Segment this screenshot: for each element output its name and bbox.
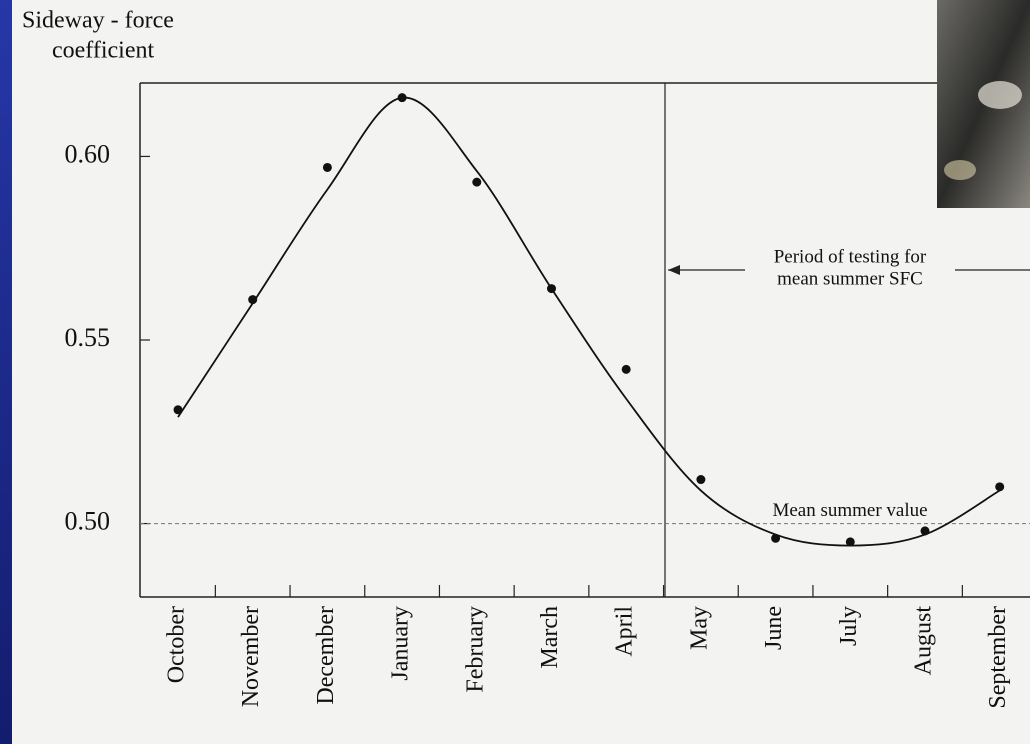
- x-tick-label: June: [761, 606, 787, 650]
- x-tick-label: April: [612, 606, 638, 657]
- photo-highlight: [978, 81, 1022, 109]
- data-point: [995, 482, 1004, 491]
- x-tick-label: February: [462, 606, 488, 693]
- x-tick-label: November: [238, 606, 264, 707]
- data-point: [921, 526, 930, 535]
- x-tick-label: October: [164, 606, 190, 683]
- chart: 0.50 0.55 0.60 Mean summer value Period of t…: [0, 0, 1030, 744]
- data-point: [846, 537, 855, 546]
- data-point: [547, 284, 556, 293]
- data-point: [248, 295, 257, 304]
- reference-label: Mean summer value: [772, 500, 927, 521]
- period-annotation: Period of testing for: [774, 246, 927, 267]
- data-point: [622, 365, 631, 374]
- x-tick-label: September: [985, 606, 1011, 709]
- x-tick-label: August: [911, 606, 937, 676]
- y-axis-label: Sideway - force: [22, 8, 174, 34]
- photo-highlight: [944, 160, 976, 180]
- y-tick-label: 0.50: [65, 507, 111, 536]
- x-tick-label: July: [836, 606, 862, 646]
- x-tick-label: March: [537, 606, 563, 669]
- period-annotation: mean summer SFC: [777, 268, 923, 289]
- y-tick-label: 0.55: [65, 323, 111, 352]
- data-point: [696, 475, 705, 484]
- page: {"chart_data": {"type": "line", "ylabel_…: [0, 0, 1030, 744]
- data-point: [174, 405, 183, 414]
- x-tick-label: May: [686, 606, 712, 650]
- x-tick-label: December: [313, 606, 339, 705]
- data-point: [472, 178, 481, 187]
- y-axis-label: coefficient: [52, 38, 154, 64]
- y-tick-label: 0.60: [65, 139, 111, 168]
- data-point: [323, 163, 332, 172]
- x-tick-label: January: [388, 606, 414, 681]
- data-point: [398, 93, 407, 102]
- data-point: [771, 534, 780, 543]
